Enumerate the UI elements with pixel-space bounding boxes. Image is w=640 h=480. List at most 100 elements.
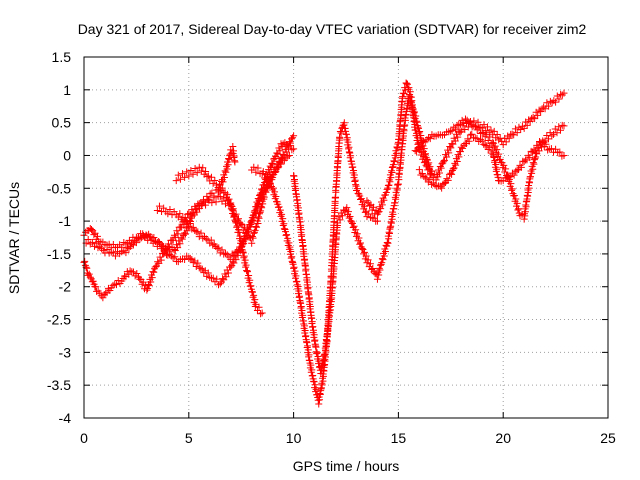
y-tick-label: -4 [59,410,72,426]
data-point [378,201,386,209]
data-point [192,262,200,270]
data-point [178,235,186,243]
data-point [286,243,294,251]
data-point [223,190,231,198]
data-point [384,239,392,247]
data-point [445,149,453,157]
data-point [514,206,522,214]
data-point [257,207,265,215]
data-point [453,121,461,129]
data-point [230,147,238,155]
data-point [206,273,214,281]
data-point [197,229,205,237]
data-point [389,210,397,218]
data-point [240,252,248,260]
data-point [212,198,220,206]
data-point [187,166,195,174]
data-point [143,286,151,294]
data-point [449,165,457,173]
data-point [435,169,443,177]
data-point [416,128,424,136]
data-point [189,223,197,231]
y-tick-label: -3 [59,344,72,360]
data-point [92,239,100,247]
data-point [451,137,459,145]
data-point [197,264,205,272]
data-point [254,213,262,221]
data-point [86,273,94,281]
data-point [311,381,319,389]
data-point [314,396,322,404]
data-point [373,217,381,225]
data-point [417,143,425,151]
data-point [111,280,119,288]
data-point [285,151,293,159]
y-tick-label: -2.5 [47,312,71,328]
data-point [420,152,428,160]
data-point [451,125,459,133]
data-point [224,269,232,277]
data-point [448,127,456,135]
data-point [222,273,230,281]
data-point [247,218,255,226]
data-point [203,173,211,181]
data-point [250,229,258,237]
data-point [198,265,206,273]
y-tick-label: 1.5 [52,49,72,65]
data-point [382,188,390,196]
data-point [399,93,407,101]
data-point [344,138,352,146]
data-point [473,134,481,142]
data-point [235,215,243,223]
data-point [272,193,280,201]
data-point [290,145,298,153]
data-point [277,160,285,168]
data-point [447,144,455,152]
data-point [248,239,256,247]
data-point [126,267,134,275]
data-point [250,163,258,171]
data-point [314,352,322,360]
data-point [440,157,448,165]
data-point [363,259,371,267]
data-point [546,97,554,105]
data-point [508,186,516,194]
data-point [174,171,182,179]
data-point [454,133,462,141]
data-point [308,366,316,374]
data-point [251,296,259,304]
data-point [237,220,245,228]
data-point [493,130,501,138]
data-point [550,130,558,138]
data-point [505,134,513,142]
data-point [378,259,386,267]
data-point [218,184,226,192]
data-point [535,106,543,114]
data-point [346,213,354,221]
data-point [227,263,235,271]
data-point [415,166,423,174]
data-point [304,342,312,350]
data-point [361,248,369,256]
data-point [503,174,511,182]
data-point [262,171,270,179]
y-tick-label: -0.5 [47,180,71,196]
data-point [526,173,534,181]
data-point [210,194,218,202]
data-point [174,244,182,252]
data-point [208,199,216,207]
data-point [145,282,153,290]
data-point [275,203,283,211]
data-point [199,164,207,172]
data-point [216,280,224,288]
data-point [166,243,174,251]
data-point [291,180,299,188]
data-point [501,168,509,176]
data-point [303,278,311,286]
data-point [310,331,318,339]
data-point [173,227,181,235]
data-point [456,128,464,136]
data-point [478,137,486,145]
data-point [555,123,563,131]
data-point [128,240,136,248]
